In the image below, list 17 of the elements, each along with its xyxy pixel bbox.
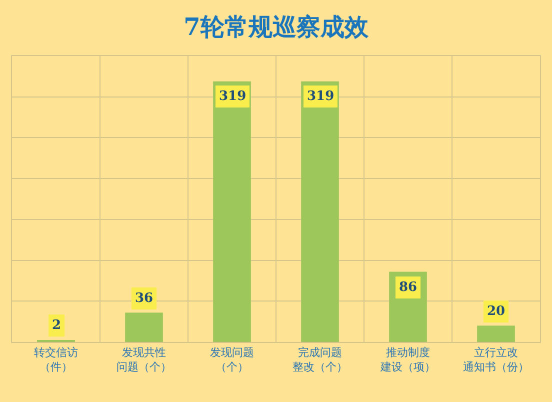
data-label: 319 <box>307 89 334 104</box>
data-label: 86 <box>399 280 418 295</box>
data-label: 319 <box>219 89 246 104</box>
x-tick-label: 发现问题（个） <box>210 346 254 374</box>
x-tick-label: 转交信访（件） <box>34 346 78 374</box>
chart-title: 7轮常规巡察成效 <box>184 12 370 41</box>
data-label: 36 <box>135 291 154 306</box>
bar <box>301 81 339 342</box>
x-tick-label: 完成问题整改（个） <box>292 346 348 374</box>
data-label: 20 <box>487 304 506 319</box>
bar <box>213 81 251 342</box>
x-tick-label: 立行立改通知书（份） <box>463 346 529 374</box>
data-label: 2 <box>52 318 62 333</box>
x-tick-label: 推动制度建设（项） <box>380 346 436 374</box>
bar <box>477 326 515 342</box>
bar <box>125 312 163 342</box>
x-tick-label: 发现共性问题（个） <box>116 346 172 374</box>
